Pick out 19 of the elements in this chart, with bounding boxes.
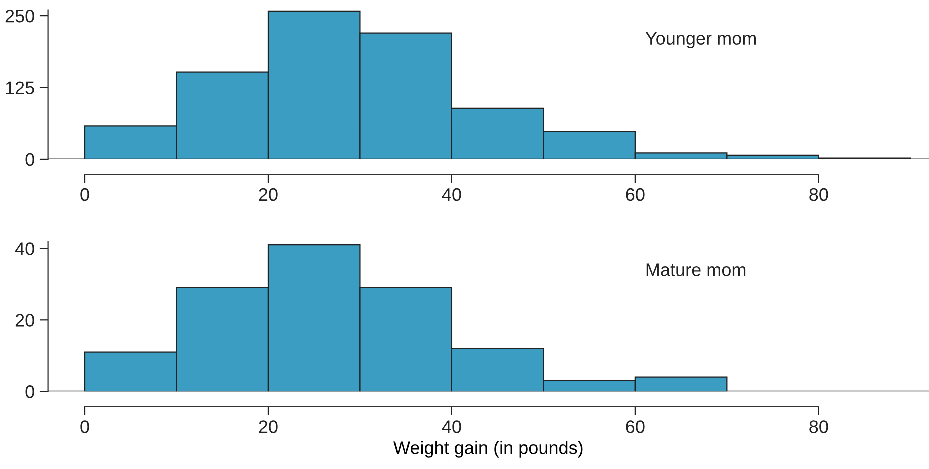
- x-tick-label: 40: [442, 188, 462, 202]
- x-tick-label: 20: [259, 188, 278, 202]
- x-tick-label: 60: [626, 420, 645, 434]
- x-tick-label: 80: [810, 420, 828, 434]
- x-tick-label: 0: [80, 420, 90, 434]
- x-tick-label: 20: [259, 420, 278, 434]
- x-tick-label: 80: [810, 188, 828, 202]
- x-axis-title: Weight gain (in pounds): [394, 441, 583, 458]
- annotation: Mature mom: [646, 264, 746, 276]
- y-tick-label: 250: [6, 10, 34, 23]
- x-tick-label: 60: [626, 188, 645, 202]
- y-tick-label: 0: [26, 153, 34, 166]
- y-tick-label: 0: [26, 386, 34, 398]
- annotation: Younger mom: [646, 32, 756, 49]
- y-tick-label: 125: [6, 82, 34, 94]
- x-tick-label: 0: [80, 188, 90, 202]
- x-tick-label: 40: [442, 420, 462, 434]
- y-tick-label: 20: [16, 314, 34, 327]
- y-tick-label: 40: [15, 242, 34, 256]
